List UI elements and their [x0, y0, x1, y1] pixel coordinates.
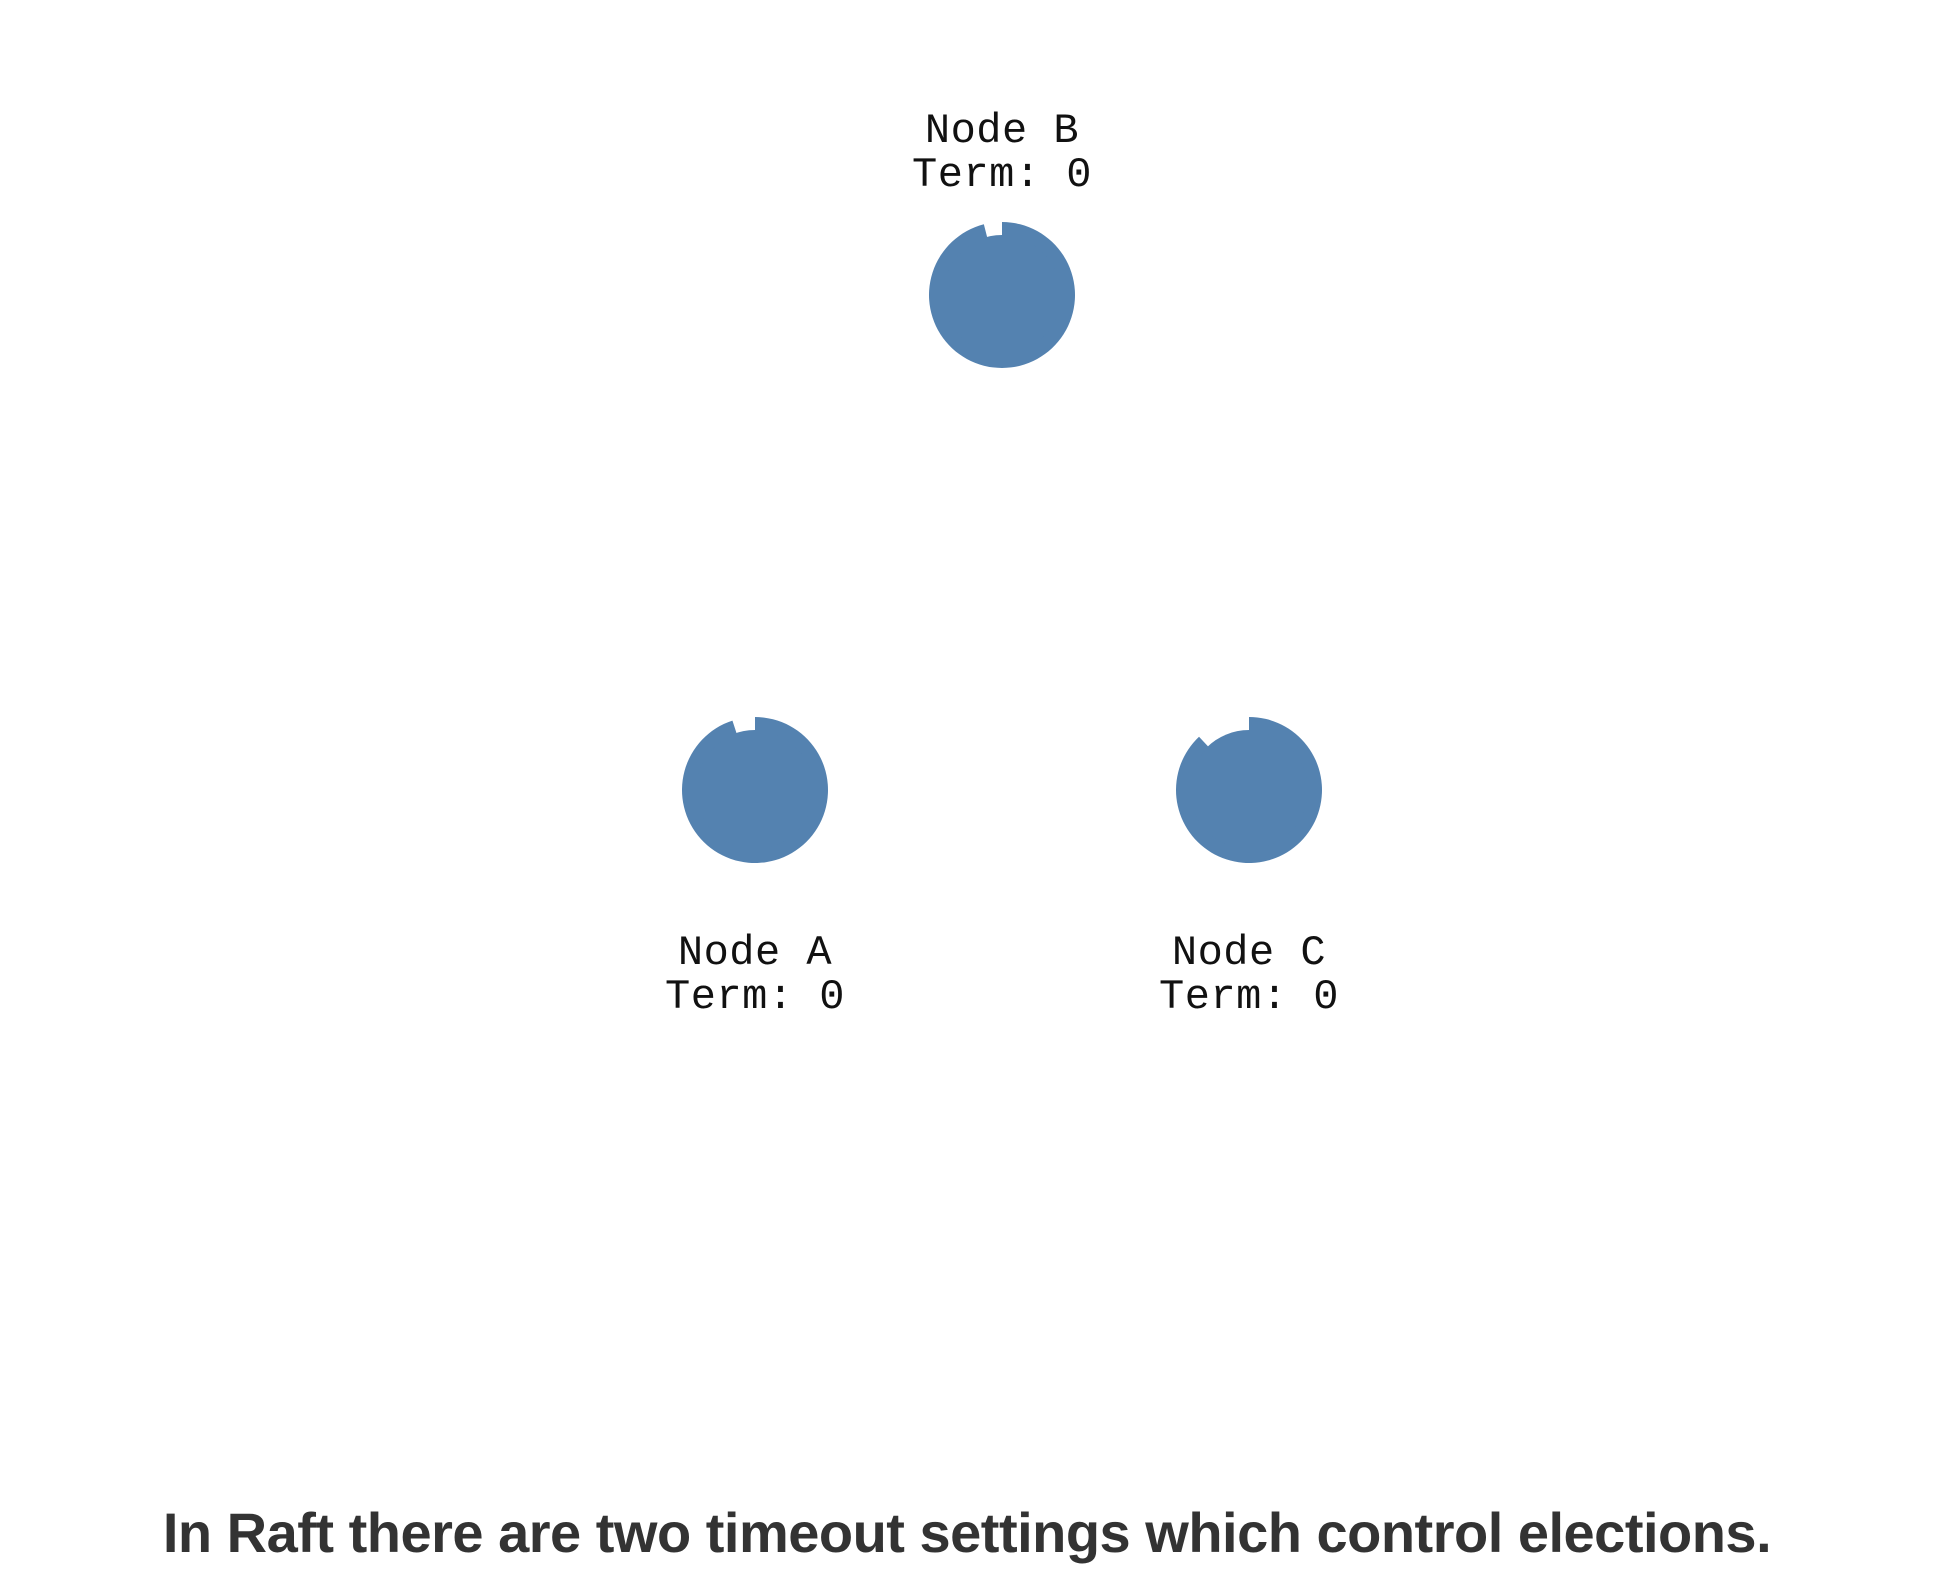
- node-c-term: Term: 0: [1159, 973, 1339, 1021]
- node-b-term: Term: 0: [912, 151, 1092, 199]
- node-a-name: Node A: [677, 929, 833, 977]
- node-c-timeout-ring: [1176, 717, 1322, 863]
- node-b[interactable]: Node B Term: 0: [852, 105, 1152, 505]
- node-body: [942, 235, 1062, 355]
- caption-text: In Raft there are two timeout settings w…: [162, 1501, 1772, 1564]
- node-a[interactable]: Node A Term: 0: [605, 600, 905, 1019]
- node-body: [695, 730, 815, 850]
- node-b-name: Node B: [924, 107, 1080, 155]
- node-body: [1189, 730, 1309, 850]
- node-b-timeout-ring: [929, 222, 1075, 368]
- node-a-term: Term: 0: [665, 973, 845, 1021]
- node-a-timeout-ring: [682, 717, 828, 863]
- node-c[interactable]: Node C Term: 0: [1099, 600, 1399, 1019]
- node-c-name: Node C: [1171, 929, 1327, 977]
